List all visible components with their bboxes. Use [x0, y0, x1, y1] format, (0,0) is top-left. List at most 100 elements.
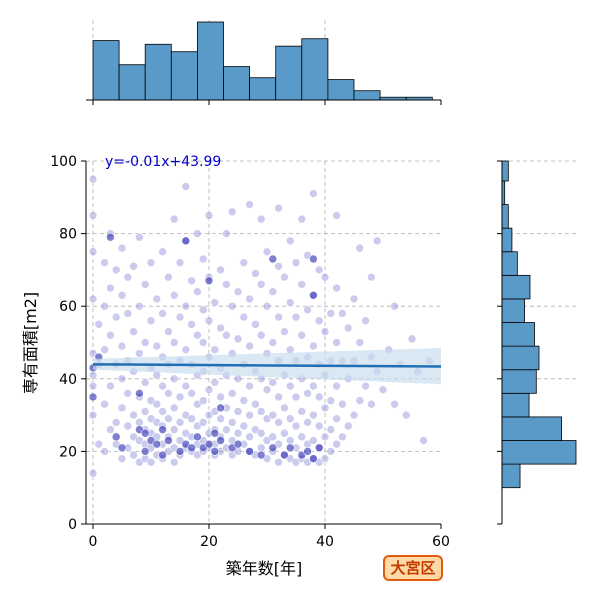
- scatter-point: [164, 389, 173, 398]
- scatter-point: [88, 410, 98, 420]
- scatter-point: [227, 207, 237, 217]
- scatter-point: [181, 381, 191, 391]
- scatter-point: [117, 443, 127, 453]
- scatter-point: [262, 301, 272, 311]
- scatter-point: [169, 291, 179, 300]
- scatter-point: [419, 436, 428, 445]
- scatter-point: [239, 258, 249, 267]
- scatter-point: [146, 316, 156, 326]
- scatter-point: [158, 309, 167, 318]
- scatter-point: [280, 403, 289, 413]
- scatter-point: [222, 330, 231, 340]
- scatter-point: [88, 370, 98, 380]
- scatter-point: [291, 258, 301, 267]
- scatter-point: [256, 450, 266, 460]
- x-tick-label: 20: [200, 534, 218, 550]
- scatter-point: [187, 443, 196, 453]
- scatter-point: [251, 320, 260, 329]
- scatter-point: [268, 378, 278, 387]
- scatter-point: [309, 189, 318, 198]
- scatter-point: [152, 399, 162, 409]
- scatter-point: [343, 323, 353, 333]
- scatter-point: [256, 443, 266, 453]
- scatter-points: [88, 174, 434, 478]
- right-hist-bar: [501, 227, 513, 253]
- top-hist-bar: [196, 21, 224, 101]
- scatter-point: [285, 298, 295, 307]
- top-hist-bar: [275, 45, 303, 101]
- top-marginal-histogram: [86, 20, 442, 105]
- scatter-point: [338, 309, 347, 318]
- y-tick-label: 40: [59, 372, 77, 388]
- scatter-point: [303, 389, 312, 398]
- scatter-point: [123, 272, 133, 282]
- top-hist-bar: [92, 40, 120, 101]
- right-hist-bar: [501, 369, 537, 394]
- scatter-point: [332, 283, 341, 293]
- scatter-point: [303, 305, 312, 315]
- scatter-point: [367, 272, 376, 282]
- scatter-point: [204, 439, 214, 449]
- scatter-point: [338, 399, 347, 409]
- scatter-point: [106, 283, 115, 293]
- scatter-point: [88, 247, 98, 257]
- scatter-point: [193, 432, 202, 442]
- scatter-point: [181, 301, 191, 311]
- right-hist-bar: [501, 345, 540, 371]
- scatter-point: [349, 294, 359, 304]
- scatter-point: [140, 407, 150, 416]
- scatter-point: [164, 327, 173, 336]
- scatter-point: [285, 443, 295, 453]
- scatter-point: [106, 381, 115, 391]
- scatter-point: [233, 287, 243, 296]
- y-tick-label: 80: [59, 227, 77, 243]
- scatter-point: [285, 436, 295, 445]
- scatter-point: [169, 425, 179, 434]
- scatter-point: [216, 414, 225, 424]
- scatter-point: [361, 316, 370, 326]
- scatter-point: [222, 229, 231, 238]
- scatter-point: [326, 447, 336, 456]
- top-hist-bar: [144, 43, 172, 101]
- scatter-point: [210, 447, 220, 456]
- scatter-point: [256, 428, 266, 438]
- scatter-point: [169, 374, 179, 384]
- scatter-point: [117, 374, 127, 384]
- scatter-point: [297, 330, 307, 340]
- scatter-point: [117, 454, 127, 463]
- scatter-point: [106, 330, 115, 340]
- scatter-point: [94, 439, 104, 449]
- scatter-point: [268, 410, 278, 420]
- y-tick-label: 0: [68, 517, 77, 533]
- right-hist-bar: [501, 392, 530, 418]
- scatter-point: [227, 418, 237, 427]
- scatter-point: [407, 334, 417, 344]
- scatter-point: [280, 428, 289, 438]
- scatter-point: [135, 301, 144, 311]
- scatter-point: [280, 272, 289, 282]
- right-hist-bar: [501, 274, 531, 300]
- scatter-point: [135, 349, 144, 358]
- y-axis-label: 専有面積[m2]: [21, 292, 40, 394]
- scatter-point: [216, 323, 225, 333]
- scatter-point: [187, 414, 196, 424]
- scatter-point: [198, 338, 208, 347]
- scatter-point: [175, 418, 185, 427]
- scatter-point: [332, 211, 341, 220]
- scatter-point: [233, 439, 243, 449]
- scatter-point: [158, 407, 167, 416]
- x-tick-label: 60: [432, 534, 450, 550]
- scatter-point: [158, 247, 167, 257]
- scatter-point: [274, 418, 283, 427]
- regression-equation-label: y=-0.01x+43.99: [105, 154, 221, 170]
- scatter-point: [314, 392, 324, 402]
- scatter-point: [280, 327, 289, 336]
- scatter-point: [326, 396, 336, 405]
- scatter-point: [175, 312, 185, 322]
- scatter-point: [332, 439, 341, 449]
- top-hist-bar: [327, 79, 355, 101]
- scatter-point: [169, 403, 179, 413]
- scatter-point: [280, 450, 289, 460]
- scatter-point: [338, 432, 347, 442]
- scatter-point: [152, 294, 162, 304]
